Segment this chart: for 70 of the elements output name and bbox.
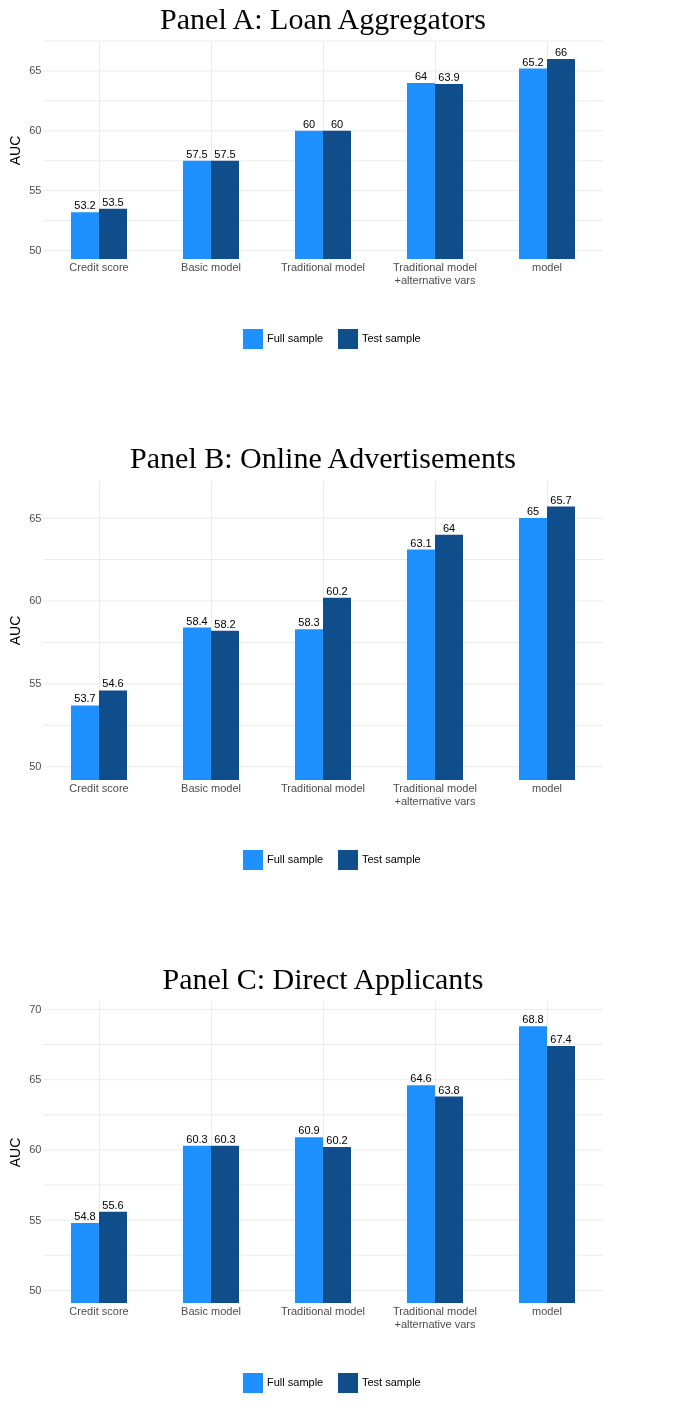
data-label: 63.8 [438, 1083, 460, 1096]
x-tick-label: Basic model [181, 781, 241, 794]
legend-label: Full sample [267, 332, 324, 344]
data-label: 65 [526, 505, 540, 518]
data-label: 64 [442, 521, 456, 534]
x-tick-label: Traditional model [281, 260, 365, 273]
legend-label: Full sample [267, 853, 324, 865]
y-tick-label: 55 [29, 1213, 42, 1226]
data-label: 54.8 [74, 1209, 96, 1222]
legend-label: Test sample [362, 332, 421, 344]
data-label: 64.6 [410, 1072, 432, 1085]
data-label: 64 [414, 69, 428, 82]
y-tick-label: 50 [29, 760, 42, 773]
x-tick-label: model [532, 781, 562, 794]
x-tick-label: Traditional model [281, 781, 365, 794]
legend-label: Test sample [362, 1376, 421, 1388]
y-tick-label: 65 [29, 64, 42, 77]
y-tick-label: 65 [29, 511, 42, 524]
data-label: 60.9 [298, 1124, 320, 1137]
y-tick-label: 55 [29, 677, 42, 690]
y-axis-title: AUC [7, 135, 24, 166]
y-tick-label: 50 [29, 244, 42, 257]
x-tick-label: Credit score [69, 1304, 129, 1317]
data-label: 53.5 [102, 195, 124, 208]
data-label: 60 [302, 117, 316, 130]
data-label: 60.3 [214, 1132, 236, 1145]
x-tick-label: model [532, 260, 562, 273]
x-tick-label: Traditional model +alternative vars [393, 260, 477, 286]
data-label: 57.5 [186, 147, 208, 160]
x-tick-label: Traditional model +alternative vars [393, 781, 477, 807]
y-tick-label: 70 [29, 1002, 42, 1015]
data-label: 54.6 [102, 677, 124, 690]
y-tick-label: 65 [29, 1073, 42, 1086]
x-tick-label: Basic model [181, 260, 241, 273]
data-label: 66 [554, 45, 568, 58]
data-label: 63.1 [410, 536, 432, 549]
y-tick-label: 60 [29, 124, 42, 137]
y-axis-title: AUC [7, 1137, 24, 1168]
data-label: 63.9 [438, 71, 460, 84]
x-tick-label: Credit score [69, 260, 129, 273]
y-tick-label: 55 [29, 184, 42, 197]
data-label: 58.4 [186, 614, 208, 627]
data-label: 60.2 [326, 1134, 348, 1147]
data-label: 60 [330, 117, 344, 130]
data-label: 65.7 [550, 493, 572, 506]
data-label: 67.4 [550, 1032, 572, 1045]
x-tick-label: Basic model [181, 1304, 241, 1317]
legend-label: Test sample [362, 853, 421, 865]
legend-label: Full sample [267, 1376, 324, 1388]
y-axis-title: AUC [7, 615, 24, 646]
x-tick-label: Traditional model [281, 1304, 365, 1317]
y-tick-label: 50 [29, 1283, 42, 1296]
data-label: 55.6 [102, 1198, 124, 1211]
x-tick-label: Traditional model +alternative vars [393, 1304, 477, 1330]
chart-title: Panel A: Loan Aggregators [160, 1, 486, 35]
data-label: 57.5 [214, 147, 236, 160]
data-label: 53.7 [74, 692, 96, 705]
x-tick-label: model [532, 1304, 562, 1317]
x-tick-label: Credit score [69, 781, 129, 794]
data-label: 60.2 [326, 584, 348, 597]
data-label: 65.2 [522, 55, 544, 68]
y-tick-label: 60 [29, 594, 42, 607]
data-label: 60.3 [186, 1132, 208, 1145]
data-label: 53.2 [74, 199, 96, 212]
data-label: 58.2 [214, 617, 236, 630]
y-tick-label: 60 [29, 1143, 42, 1156]
chart-title: Panel C: Direct Applicants [162, 962, 484, 995]
data-label: 58.3 [298, 616, 320, 629]
chart-title: Panel B: Online Advertisements [130, 441, 516, 474]
data-label: 68.8 [522, 1013, 544, 1026]
